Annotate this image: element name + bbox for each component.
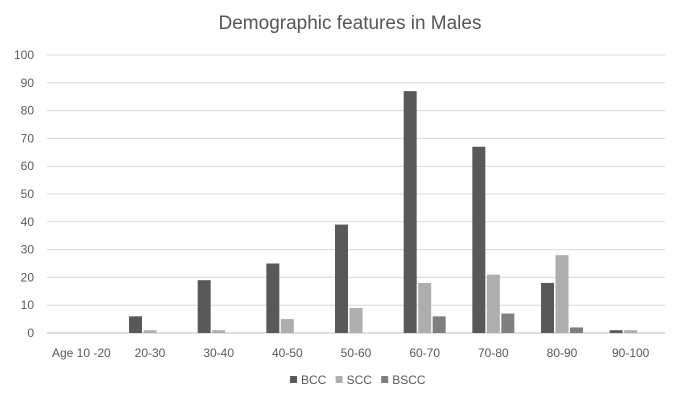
y-tick-label: 10: [21, 298, 35, 312]
legend: BCC SCC BSCC: [290, 373, 426, 387]
x-tick-label: 40-50: [272, 346, 303, 360]
x-tick-label: Age 10 -20: [52, 346, 111, 360]
bar-scc-30-40: [212, 330, 226, 333]
y-tick-label: 60: [21, 159, 35, 173]
bar-scc-90-100: [624, 330, 638, 333]
bars: [129, 91, 638, 333]
x-tick-label: 80-90: [547, 346, 578, 360]
bar-scc-70-80: [486, 274, 500, 333]
x-tick-label: 70-80: [478, 346, 509, 360]
x-tick-label: 30-40: [203, 346, 234, 360]
bar-scc-50-60: [349, 307, 363, 333]
y-tick-label: 50: [21, 187, 35, 201]
y-tick-label: 40: [21, 215, 35, 229]
legend-swatch-scc: [335, 376, 343, 383]
legend-swatch-bcc: [290, 376, 297, 383]
chart-title: Demographic features in Males: [219, 13, 482, 34]
y-tick-label: 90: [21, 76, 35, 90]
y-tick-label: 70: [21, 131, 35, 145]
bar-scc-20-30: [143, 330, 157, 333]
y-tick-label: 30: [21, 243, 35, 257]
bar-scc-40-50: [280, 319, 294, 333]
bar-bcc-80-90: [541, 282, 554, 333]
bar-bcc-90-100: [609, 330, 623, 333]
gridlines: [47, 54, 665, 334]
bar-bcc-40-50: [266, 263, 280, 333]
y-axis-ticks: 0 10 20 30 40 50 60 70 80 90 100: [14, 48, 34, 340]
bar-bscc-80-90: [570, 327, 583, 333]
legend-label-bcc: BCC: [301, 373, 327, 387]
bar-bscc-60-70: [432, 316, 446, 333]
bar-scc-80-90: [555, 255, 569, 333]
bar-bcc-70-80: [472, 146, 486, 333]
x-tick-label: 90-100: [612, 346, 650, 360]
y-tick-label: 100: [14, 48, 34, 62]
bar-scc-60-70: [418, 282, 432, 333]
y-tick-label: 0: [27, 326, 34, 340]
x-tick-label: 60-70: [409, 346, 440, 360]
y-tick-label: 80: [21, 104, 35, 118]
x-axis-ticks: Age 10 -20 20-30 30-40 40-50 50-60 60-70 70-80…: [52, 346, 650, 360]
legend-swatch-bscc: [381, 376, 389, 383]
x-tick-label: 50-60: [341, 346, 372, 360]
bar-bcc-60-70: [403, 91, 417, 333]
bar-bcc-50-60: [335, 224, 348, 333]
y-tick-label: 20: [21, 270, 35, 284]
bar-bcc-20-30: [129, 316, 142, 333]
x-tick-label: 20-30: [135, 346, 166, 360]
bar-bcc-30-40: [197, 280, 211, 333]
legend-label-bscc: BSCC: [392, 373, 426, 387]
bar-bscc-70-80: [501, 313, 515, 333]
legend-label-scc: SCC: [347, 373, 373, 387]
